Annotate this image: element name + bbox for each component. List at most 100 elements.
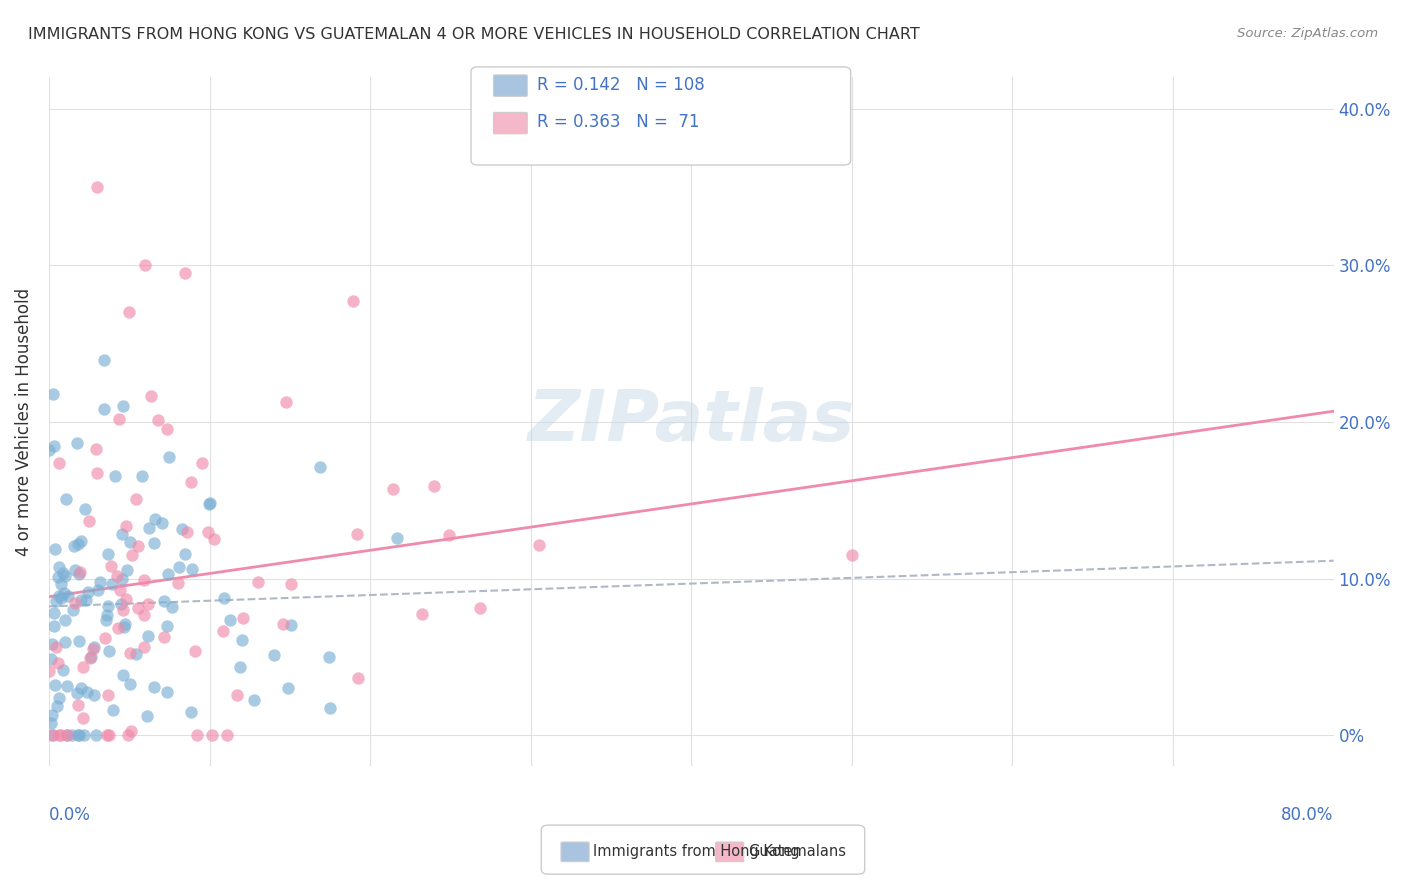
Point <box>63 539 86 553</box>
Point <box>150 516 173 530</box>
Point <box>112 602 135 616</box>
Text: R = 0.142   N = 108: R = 0.142 N = 108 <box>537 76 704 94</box>
Point <box>96 728 118 742</box>
Point <box>97 599 120 613</box>
Point <box>67 728 90 742</box>
Point <box>44 678 66 692</box>
Point <box>186 728 208 742</box>
Point <box>67 698 90 712</box>
Point <box>118 646 141 660</box>
Point <box>127 540 149 554</box>
Point <box>53 613 76 627</box>
Point <box>89 575 111 590</box>
Point <box>277 681 299 695</box>
Point <box>66 435 89 450</box>
Text: R = 0.363   N =  71: R = 0.363 N = 71 <box>537 113 700 131</box>
Point <box>110 598 132 612</box>
Point <box>107 569 129 583</box>
Text: Guatemalans: Guatemalans <box>748 845 846 859</box>
Point <box>111 572 134 586</box>
Point <box>136 629 159 643</box>
Text: Immigrants from Hong Kong: Immigrants from Hong Kong <box>593 845 800 859</box>
Point <box>111 399 134 413</box>
Point <box>94 613 117 627</box>
Point <box>65 563 87 577</box>
Point <box>120 535 142 549</box>
Point <box>46 699 69 714</box>
Point <box>197 524 219 539</box>
Point <box>142 536 165 550</box>
Point <box>86 180 108 194</box>
Point <box>72 711 94 725</box>
Point <box>39 652 62 666</box>
Point <box>67 728 90 742</box>
Point <box>72 660 94 674</box>
Point <box>69 593 91 607</box>
Point <box>87 583 110 598</box>
Point <box>83 688 105 702</box>
Point <box>97 728 120 742</box>
Point <box>96 608 118 623</box>
Point <box>48 589 70 603</box>
Point <box>218 613 240 627</box>
Point <box>55 569 77 583</box>
Point <box>423 479 446 493</box>
Point <box>346 671 368 685</box>
Point <box>51 728 73 742</box>
Text: 80.0%: 80.0% <box>1281 805 1334 823</box>
Point <box>70 533 93 548</box>
Point <box>41 637 63 651</box>
Point <box>385 531 408 545</box>
Point <box>55 491 77 506</box>
Point <box>170 522 193 536</box>
Point <box>346 527 368 541</box>
Point <box>342 294 364 309</box>
Point <box>112 620 135 634</box>
Point <box>136 597 159 611</box>
Point <box>80 650 103 665</box>
Point <box>136 709 159 723</box>
Point <box>120 677 142 691</box>
Point <box>143 680 166 694</box>
Point <box>134 258 156 272</box>
Point <box>82 641 104 656</box>
Point <box>69 565 91 579</box>
Point <box>83 640 105 654</box>
Point <box>131 468 153 483</box>
Point <box>62 602 84 616</box>
Point <box>52 566 75 580</box>
Point <box>56 728 79 742</box>
Point <box>176 525 198 540</box>
Text: IMMIGRANTS FROM HONG KONG VS GUATEMALAN 4 OR MORE VEHICLES IN HOUSEHOLD CORRELAT: IMMIGRANTS FROM HONG KONG VS GUATEMALAN … <box>28 27 920 42</box>
Point <box>60 728 83 742</box>
Point <box>437 527 460 541</box>
Point <box>75 593 97 607</box>
Point <box>67 537 90 551</box>
Point <box>162 600 184 615</box>
Point <box>173 547 195 561</box>
Point <box>110 582 132 597</box>
Point <box>51 591 73 605</box>
Point <box>93 402 115 417</box>
Point <box>44 618 66 632</box>
Y-axis label: 4 or more Vehicles in Household: 4 or more Vehicles in Household <box>15 288 32 556</box>
Point <box>156 685 179 699</box>
Point <box>247 575 270 590</box>
Point <box>280 576 302 591</box>
Point <box>180 705 202 719</box>
Point <box>49 576 72 591</box>
Point <box>117 564 139 578</box>
Point <box>38 442 60 457</box>
Point <box>39 715 62 730</box>
Point <box>42 386 65 401</box>
Point <box>202 532 225 546</box>
Point <box>53 585 76 599</box>
Point <box>114 617 136 632</box>
Point <box>46 656 69 670</box>
Point <box>69 681 91 695</box>
Point <box>212 591 235 606</box>
Text: Source: ZipAtlas.com: Source: ZipAtlas.com <box>1237 27 1378 40</box>
Point <box>52 663 75 677</box>
Point <box>153 594 176 608</box>
Point <box>86 442 108 456</box>
